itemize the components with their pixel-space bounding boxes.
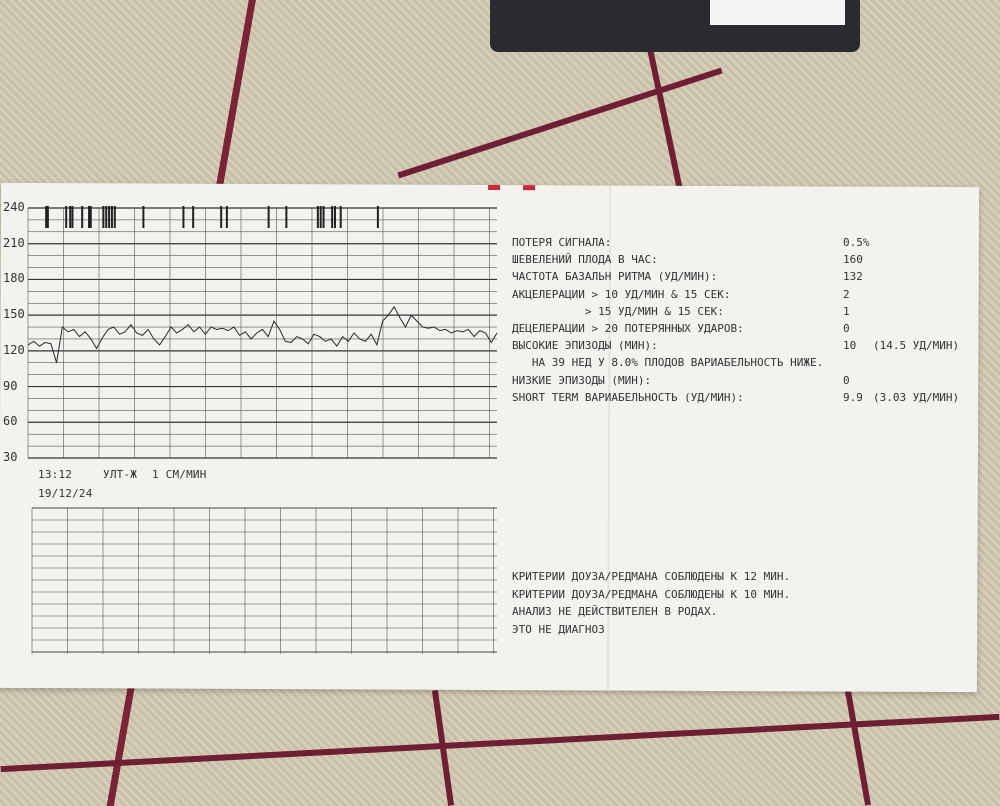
movement-mark (285, 206, 288, 228)
stat-value: 0 (843, 373, 850, 387)
movement-mark (89, 206, 92, 228)
movement-mark (225, 206, 228, 228)
movement-mark (182, 206, 185, 228)
trace-speed: 1 СМ/МИН (152, 468, 207, 481)
movement-mark (331, 206, 334, 228)
movement-mark (333, 206, 336, 228)
y-tick-label: 60 (3, 414, 18, 429)
note-line: АНАЛИЗ НЕ ДЕЙСТВИТЕЛЕН В РОДАХ. (512, 605, 718, 618)
stat-value: 160 (843, 253, 863, 267)
movement-mark (339, 206, 342, 228)
stat-extra: (14.5 УД/МИН) (873, 339, 960, 353)
movement-mark (102, 206, 105, 228)
movement-mark (45, 206, 48, 228)
trace-time: 13:12 (38, 468, 73, 481)
y-tick-label: 150 (3, 307, 25, 322)
fhr-trace (27, 305, 498, 363)
movement-mark (316, 206, 319, 228)
y-tick-label: 180 (3, 271, 25, 286)
y-tick-label: 210 (3, 235, 25, 250)
note-line: КРИТЕРИИ ДОУЗА/РЕДМАНА СОБЛЮДЕНЫ К 12 МИ… (512, 570, 791, 583)
note-line: ЭТО НЕ ДИАГНОЗ (512, 622, 605, 636)
stat-label: ЧАСТОТА БАЗАЛЬН РИТМА (УД/МИН): (512, 270, 718, 284)
movement-mark (69, 206, 72, 228)
y-tick-label: 90 (3, 378, 18, 393)
movement-mark (322, 206, 325, 228)
stat-value: 2 (843, 287, 850, 301)
stat-label: ПОТЕРЯ СИГНАЛА: (512, 236, 612, 249)
stat-value: 0 (843, 322, 850, 335)
stat-label: НА 39 НЕД У 8.0% ПЛОДОВ ВАРИАБЕЛЬНОСТЬ Н… (512, 356, 824, 370)
movement-mark (319, 206, 322, 228)
stat-extra: (3.03 УД/МИН) (873, 390, 960, 404)
trace-date: 19/12/24 (38, 487, 93, 500)
stat-value: 1 (843, 304, 850, 318)
stat-label: НИЗКИЕ ЭПИЗОДЫ (МИН): (512, 373, 652, 387)
stat-label: ВЫСОКИЕ ЭПИЗОДЫ (МИН): (512, 339, 658, 353)
movement-mark (113, 206, 116, 228)
stat-value: 132 (843, 270, 863, 284)
movement-mark (88, 206, 91, 228)
movement-mark (220, 206, 223, 228)
movement-mark (65, 206, 68, 228)
stat-label: ДЕЦЕЛЕРАЦИИ > 20 ПОТЕРЯННЫХ УДАРОВ: (512, 322, 744, 335)
stat-label: SHORT TERM ВАРИАБЕЛЬНОСТЬ (УД/МИН): (512, 390, 744, 404)
trace-mode: УЛТ-Ж (103, 468, 138, 481)
movement-mark (108, 206, 111, 228)
note-line: КРИТЕРИИ ДОУЗА/РЕДМАНА СОБЛЮДЕНЫ К 10 МИ… (512, 587, 791, 601)
stat-label: > 15 УД/МИН & 15 СЕК: (512, 304, 724, 318)
stat-value: 10 (843, 339, 857, 353)
movement-mark (46, 206, 49, 228)
movement-mark (376, 206, 379, 228)
movement-mark (142, 206, 145, 228)
movement-mark (267, 206, 270, 228)
y-tick-label: 30 (3, 450, 18, 464)
movement-mark (105, 206, 108, 228)
stat-label: ШЕВЕЛЕНИЙ ПЛОДА В ЧАС: (512, 253, 658, 267)
stat-value: 9.9 (843, 390, 863, 404)
stat-value: 0.5% (843, 236, 870, 249)
y-tick-label: 120 (3, 342, 25, 357)
y-tick-label: 240 (3, 200, 25, 214)
movement-mark (110, 206, 113, 228)
notebook (490, 0, 860, 52)
movement-mark (81, 206, 84, 228)
stat-label: АКЦЕЛЕРАЦИИ > 10 УД/МИН & 15 СЕК: (512, 287, 731, 301)
movement-mark (192, 206, 195, 228)
movement-mark (71, 206, 74, 228)
